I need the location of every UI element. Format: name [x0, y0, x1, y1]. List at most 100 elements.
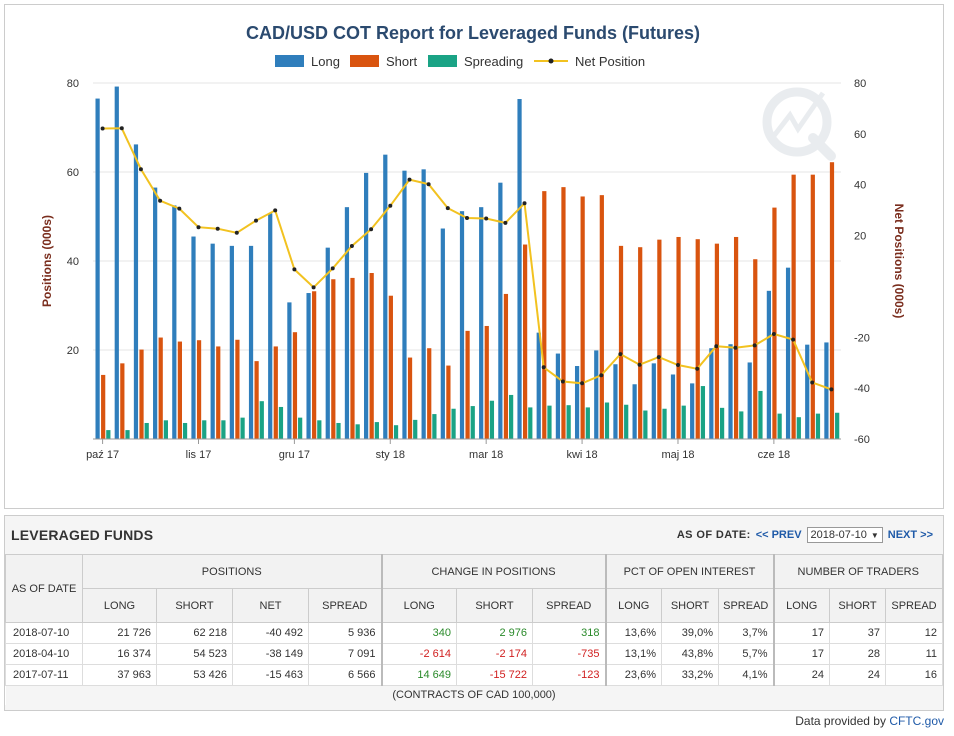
long-bar [613, 364, 618, 439]
short-bar [733, 236, 739, 439]
short-bar [177, 341, 182, 439]
x-tick-label: maj 18 [661, 449, 694, 461]
short-bar [312, 291, 317, 439]
net-position-point [503, 220, 508, 225]
x-tick-label: kwi 18 [566, 449, 597, 461]
spreading-bar [240, 417, 245, 439]
short-bar [542, 191, 547, 439]
positions-table: AS OF DATE POSITIONS CHANGE IN POSITIONS… [5, 554, 943, 705]
col-trd-spread: SPREAD [885, 588, 943, 623]
cot-chart: CAD/USD COT Report for Leveraged Funds (… [40, 23, 906, 461]
data-credit: Data provided by CFTC.gov [795, 714, 944, 728]
long-bar [728, 344, 733, 439]
net-position-point [580, 381, 585, 386]
long-bar [133, 144, 139, 439]
cell-traders: 16 [885, 664, 943, 686]
net-position-point [138, 167, 143, 172]
cell-traders: 17 [772, 643, 830, 665]
group-pct: PCT OF OPEN INTEREST [604, 554, 774, 589]
short-bar [369, 273, 374, 439]
net-position-point [752, 343, 757, 348]
chart-frame: CAD/USD COT Report for Leveraged Funds (… [4, 4, 944, 509]
net-position-point [810, 380, 815, 385]
short-bar [714, 243, 720, 439]
net-position-point [791, 337, 796, 342]
short-bar [273, 346, 278, 439]
net-position-point [388, 203, 393, 208]
panel-title: LEVERAGED FUNDS [11, 527, 154, 543]
legend-swatch-spreading [428, 55, 457, 67]
cell-traders: 24 [772, 664, 830, 686]
cell-pct: 4,1% [718, 664, 774, 686]
x-tick-label: cze 18 [758, 449, 790, 461]
cell-change: -735 [532, 643, 606, 665]
spreading-bar [125, 430, 130, 439]
net-position-point [426, 182, 431, 187]
net-position-point [541, 365, 546, 370]
spreading-bar [470, 406, 475, 439]
long-bar [287, 302, 292, 439]
row-date: 2018-07-10 [5, 622, 83, 644]
net-position-point [714, 344, 719, 349]
spreading-bar [106, 430, 111, 439]
short-bar [292, 332, 298, 439]
cell-position: -15 463 [232, 664, 309, 686]
long-bar [824, 342, 829, 439]
long-bar [709, 348, 714, 439]
watermark-logo-icon [762, 87, 836, 161]
net-position-point [292, 267, 297, 272]
prev-link[interactable]: << PREV [755, 529, 802, 541]
short-bar [446, 365, 451, 439]
cell-position: 37 963 [82, 664, 157, 686]
long-bar [574, 366, 580, 439]
long-bar [344, 207, 350, 439]
y2-tick-label: -40 [854, 383, 870, 395]
next-link[interactable]: NEXT >> [887, 529, 933, 541]
short-bar [465, 330, 470, 439]
cell-change: -2 174 [456, 643, 533, 665]
short-bar [829, 162, 835, 439]
y-tick-label: 20 [67, 345, 79, 357]
spreading-bar [451, 408, 456, 439]
net-position-point [349, 244, 354, 248]
y2-axis-title: Net Positions (000s) [892, 204, 906, 319]
long-bar [479, 207, 484, 439]
short-bar [503, 293, 509, 439]
chart-title: CAD/USD COT Report for Leveraged Funds (… [246, 23, 700, 43]
col-pos-short: SHORT [156, 588, 233, 623]
short-bar [523, 244, 528, 439]
date-select[interactable]: 2018-07-10 ▼ [806, 527, 883, 543]
col-pct-short: SHORT [661, 588, 719, 623]
y2-tick-label: 20 [854, 231, 866, 243]
y-tick-label: 40 [67, 256, 79, 268]
short-bar [196, 340, 202, 439]
legend-label: Short [386, 54, 417, 69]
short-bar [388, 295, 393, 439]
short-bar [139, 349, 144, 439]
net-position-point [100, 126, 105, 131]
net-position-point [522, 201, 527, 206]
net-position-point [254, 218, 258, 223]
long-bar [536, 332, 541, 439]
spreading-bar [777, 413, 782, 439]
cell-pct: 13,6% [604, 622, 662, 644]
cell-pct: 33,2% [661, 664, 719, 686]
short-bar [216, 346, 221, 439]
table-row: 2018-04-10 16 374 54 523 -38 149 7 091 -2 614… [5, 643, 943, 665]
row-date: 2018-04-10 [5, 643, 83, 665]
spreading-bar [317, 420, 322, 439]
cftc-link[interactable]: CFTC.gov [889, 714, 944, 728]
cell-pct: 3,7% [718, 622, 774, 644]
short-bar [561, 187, 566, 439]
legend-swatch-short [350, 55, 379, 67]
spreading-bar [182, 422, 188, 439]
group-change: CHANGE IN POSITIONS [380, 554, 606, 589]
group-traders: NUMBER OF TRADERS [772, 554, 943, 589]
short-bar [101, 374, 106, 439]
col-trd-short: SHORT [829, 588, 886, 623]
short-bar [427, 348, 432, 439]
long-bar [555, 353, 561, 439]
as-of-label: AS OF DATE: [676, 529, 751, 541]
chart-bars [95, 86, 840, 440]
spreading-bar [298, 417, 303, 439]
